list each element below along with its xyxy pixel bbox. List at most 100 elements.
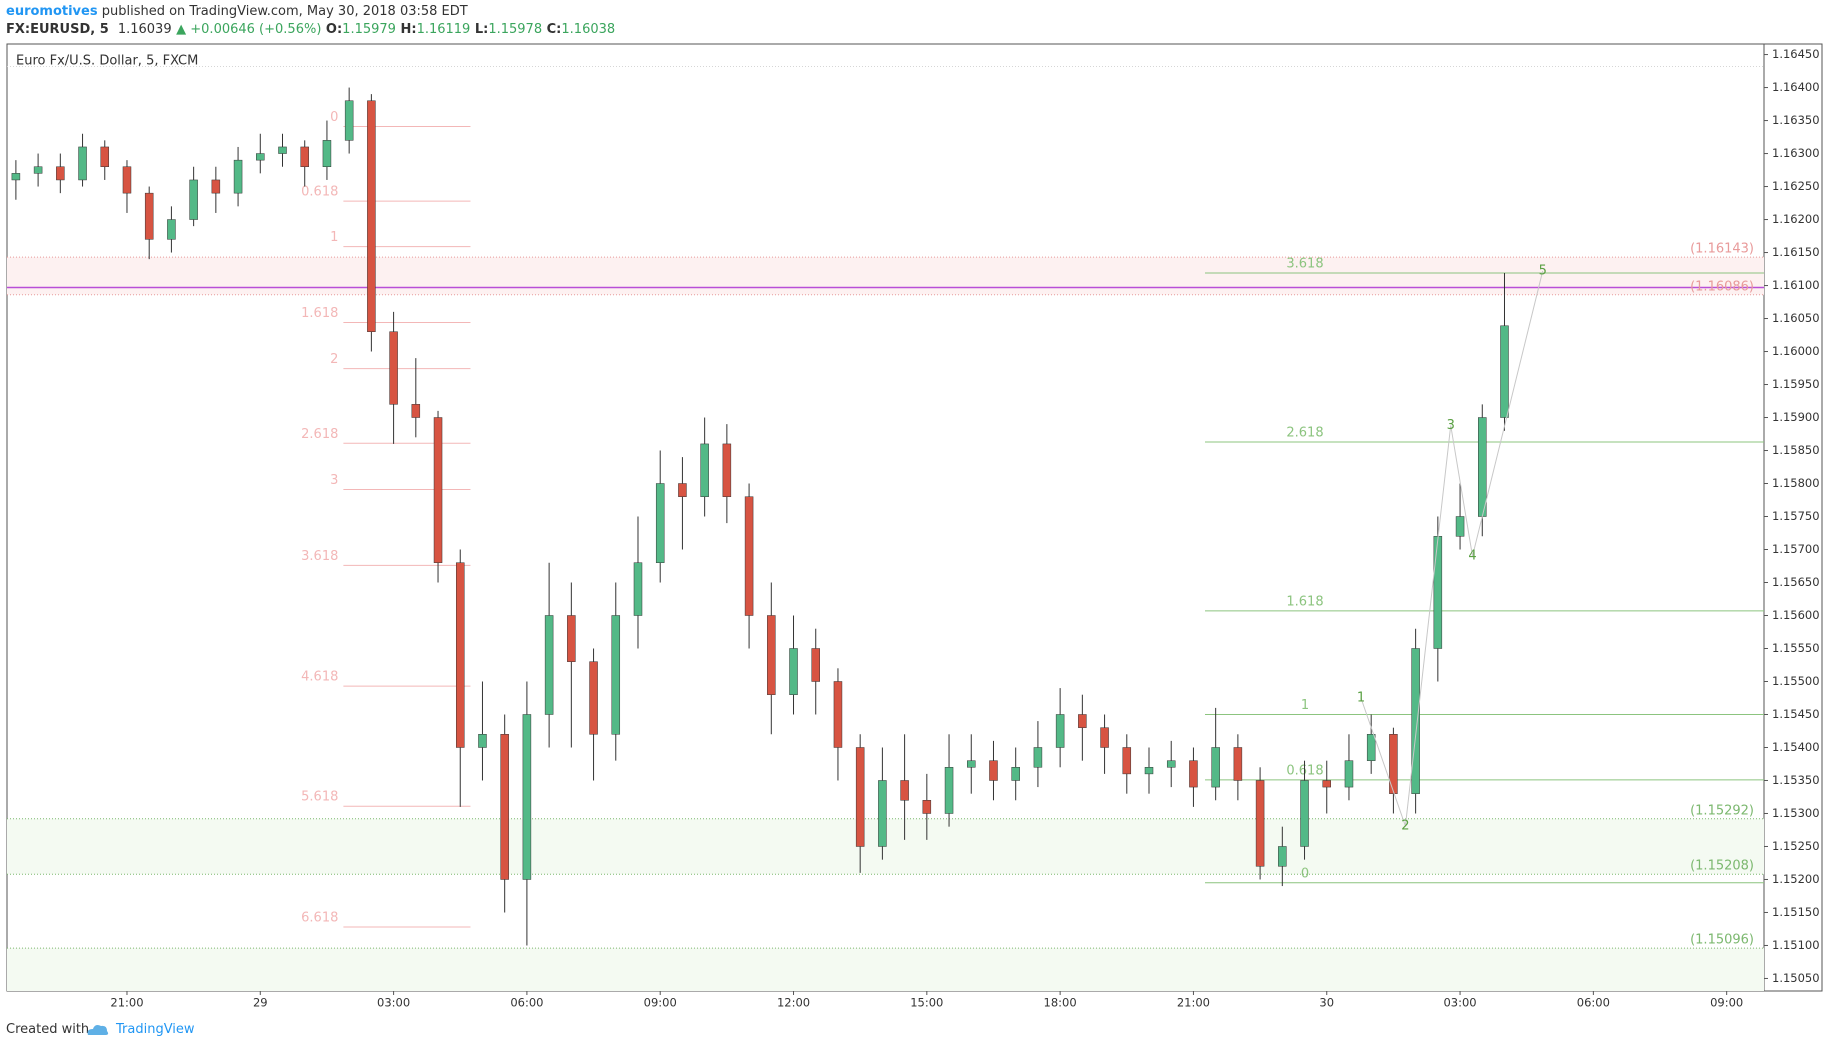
candle-body — [411, 404, 421, 418]
candle-body — [567, 615, 576, 662]
y-tick-label: 1.15050 — [1772, 971, 1820, 985]
candle-body — [1366, 734, 1376, 761]
candle-body — [767, 615, 776, 695]
h-label: H: — [400, 22, 417, 37]
candle-body — [967, 760, 976, 768]
x-tick-label: 15:00 — [910, 996, 943, 1010]
candle-body — [678, 483, 687, 497]
y-tick-label: 1.15900 — [1772, 410, 1820, 424]
candle-body — [1278, 846, 1287, 867]
wave-label: 2 — [1401, 819, 1409, 834]
fib-label: 3.618 — [1286, 256, 1323, 271]
fib-label: 2 — [330, 352, 338, 367]
candle-body — [189, 179, 198, 220]
y-tick-label: 1.15750 — [1772, 509, 1820, 523]
candle-body — [900, 780, 909, 801]
o-label: O: — [325, 22, 343, 37]
y-tick-label: 1.16000 — [1772, 344, 1820, 358]
wave-line — [1360, 270, 1544, 827]
candle-body — [1344, 760, 1354, 788]
candle-body — [1122, 747, 1132, 775]
y-tick-label: 1.15250 — [1772, 839, 1820, 853]
zone-label: (1.16086) — [1690, 279, 1754, 294]
y-tick-label: 1.15300 — [1772, 806, 1820, 820]
candle-body — [1322, 780, 1331, 788]
x-tick-label: 29 — [253, 996, 268, 1010]
candle-body — [144, 192, 154, 240]
candle-body — [589, 661, 598, 735]
x-tick-label: 21:00 — [110, 996, 143, 1010]
author[interactable]: euromotives — [6, 4, 98, 19]
candle-body — [256, 153, 265, 161]
candle-body — [122, 166, 132, 194]
y-tick-label: 1.15800 — [1772, 476, 1820, 490]
y-tick-label: 1.15150 — [1772, 905, 1820, 919]
y-tick-label: 1.15350 — [1772, 773, 1820, 787]
created-with: Created with — [6, 1022, 90, 1037]
y-tick-label: 1.15950 — [1772, 377, 1820, 391]
candle-body — [544, 615, 554, 715]
candle-body — [211, 179, 221, 194]
x-tick-label: 03:00 — [377, 996, 410, 1010]
x-tick-label: 03:00 — [1443, 996, 1476, 1010]
price-axis — [1763, 43, 1823, 992]
zone — [7, 948, 1764, 991]
brand[interactable]: TradingView — [116, 1022, 195, 1037]
candle-body — [1100, 727, 1109, 748]
y-tick-label: 1.15100 — [1772, 938, 1820, 952]
candle-body — [1211, 747, 1220, 788]
x-tick-label: 21:00 — [1177, 996, 1210, 1010]
quote-line: FX:EURUSD, 5 1.16039 ▲ +0.00646 (+0.56%)… — [6, 22, 615, 37]
zone-label: (1.15292) — [1690, 803, 1754, 818]
candle-body — [33, 166, 43, 174]
candle-body — [1389, 734, 1398, 794]
zone-label: (1.15208) — [1690, 859, 1754, 874]
candle-body — [1033, 747, 1043, 768]
candle-body — [344, 100, 354, 141]
l-label: L: — [474, 22, 489, 37]
candle-body — [855, 747, 865, 847]
l: 1.15978 — [488, 22, 543, 37]
o: 1.15979 — [342, 22, 396, 37]
zone-label: (1.15096) — [1690, 933, 1754, 948]
x-tick-label: 12:00 — [777, 996, 810, 1010]
candle-body — [1433, 536, 1443, 649]
candle-body — [922, 800, 932, 814]
fib-label: 1 — [1301, 698, 1309, 713]
candle-body — [744, 496, 754, 616]
candle-body — [433, 417, 443, 563]
fib-label: 2.618 — [1286, 425, 1323, 440]
footer-brand[interactable]: TradingView — [116, 1022, 195, 1037]
y-tick-label: 1.16350 — [1772, 113, 1820, 127]
x-tick-label: 09:00 — [1710, 996, 1743, 1010]
fib-label: 1.618 — [1286, 594, 1323, 609]
y-tick-label: 1.15500 — [1772, 674, 1820, 688]
candle-body — [1255, 780, 1265, 867]
candle-body — [1233, 747, 1243, 781]
wave-label: 1 — [1357, 690, 1365, 705]
candle-body — [1166, 760, 1176, 768]
candle-body — [78, 146, 87, 181]
fib-label: 3 — [330, 473, 338, 488]
change: ▲ +0.00646 (+0.56%) — [176, 22, 322, 37]
y-tick-label: 1.16150 — [1772, 245, 1820, 259]
candle-body — [478, 734, 487, 748]
candle-body — [11, 173, 21, 181]
fib-label: 5.618 — [301, 790, 338, 805]
y-tick-label: 1.15450 — [1772, 707, 1820, 721]
wave-label: 5 — [1539, 264, 1547, 279]
wave-label: 4 — [1468, 549, 1476, 564]
y-tick-label: 1.16300 — [1772, 146, 1820, 160]
fib-label: 1.618 — [301, 306, 338, 321]
y-tick-label: 1.16100 — [1772, 278, 1820, 292]
chart: (1.16143) (1.16086) (1.15292) (1.15208) (1.1… — [6, 43, 1823, 1010]
y-tick-label: 1.16050 — [1772, 311, 1820, 325]
candle-body — [722, 443, 732, 497]
candle-body — [789, 648, 798, 695]
candle-body — [1411, 648, 1420, 794]
candle-body — [833, 681, 843, 748]
candle-body — [300, 146, 309, 167]
y-tick-label: 1.16250 — [1772, 179, 1820, 193]
fib-label: 0 — [1301, 866, 1309, 881]
